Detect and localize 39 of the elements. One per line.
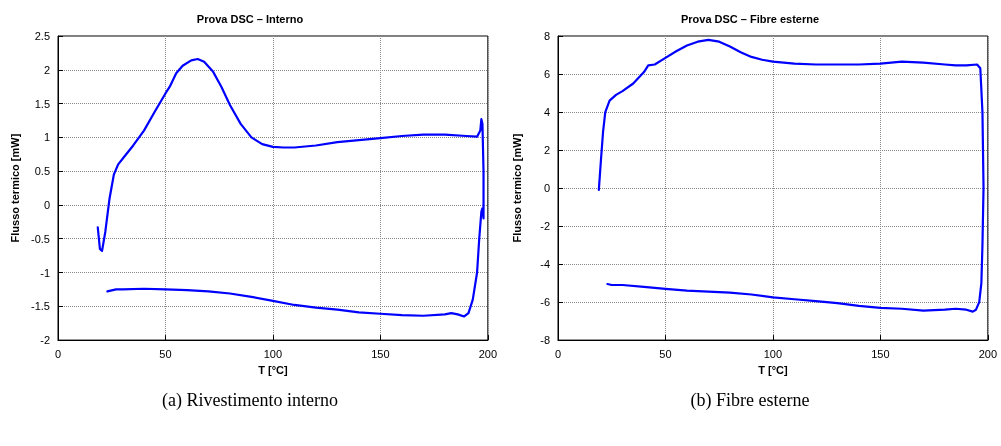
y-tick-label: 1.5	[34, 97, 50, 110]
x-tick-label: 200	[478, 347, 497, 360]
y-axis-title: Flusso termico [mW]	[510, 133, 523, 243]
y-tick-label: -2	[40, 334, 50, 347]
y-tick-label: -6	[540, 296, 550, 309]
y-tick-label: 0	[543, 182, 550, 195]
y-axis-title: Flusso termico [mW]	[8, 133, 21, 243]
y-tick-label: 4	[543, 106, 550, 119]
y-tick-label: 2.5	[34, 30, 50, 42]
x-tick-label: 50	[659, 347, 672, 360]
y-tick-label: 0.5	[34, 165, 50, 178]
y-tick-label: -1.5	[31, 300, 50, 313]
y-tick-label: -4	[540, 258, 550, 271]
y-tick-label: -8	[540, 334, 550, 347]
x-tick-label: 100	[763, 347, 783, 360]
text: (b) Fibre esterne	[689, 390, 811, 411]
text: (a) Rivestimento interno	[161, 390, 339, 411]
y-tick-label: 6	[543, 68, 550, 81]
x-tick-label: 0	[54, 347, 62, 360]
y-tick-label: 1	[43, 131, 50, 144]
x-tick-label: 100	[263, 347, 283, 360]
y-tick-label: 2	[43, 63, 50, 76]
x-tick-label: 0	[554, 347, 562, 360]
y-tick-label: -2	[540, 220, 550, 233]
y-tick-label: 8	[543, 30, 550, 42]
x-tick-label: 200	[978, 347, 997, 360]
y-tick-label: -0.5	[31, 232, 50, 245]
chart-title: Prova DSC – Fibre esterne	[680, 12, 820, 25]
x-tick-label: 150	[371, 347, 390, 360]
x-axis-title: T [°C]	[758, 363, 788, 376]
line-series	[597, 38, 985, 313]
chart-title: Prova DSC – Interno	[196, 12, 304, 25]
line-series	[96, 57, 485, 318]
y-tick-label: -1	[40, 266, 50, 279]
x-tick-label: 150	[871, 347, 890, 360]
y-tick-label: 2	[543, 144, 550, 157]
x-axis-title: T [°C]	[258, 363, 288, 376]
y-tick-label: 0	[43, 198, 50, 211]
x-tick-label: 50	[159, 347, 172, 360]
